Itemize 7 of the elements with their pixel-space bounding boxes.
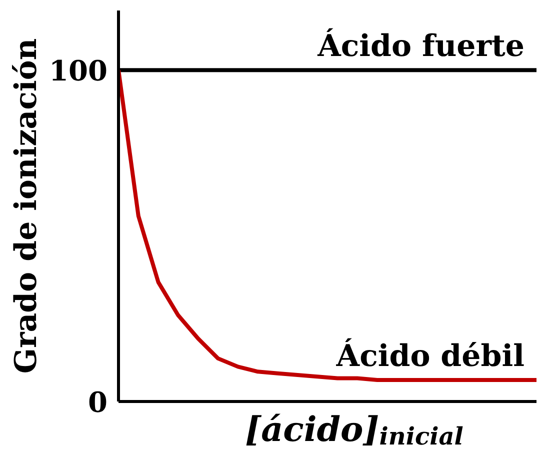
y-tick-label: 100 xyxy=(49,54,108,88)
series-label: Ácido débil xyxy=(335,338,524,374)
line-series xyxy=(118,68,536,382)
x-axis-title: [ácido]$_{inicial}$ xyxy=(245,410,464,450)
y-tick-label: 0 xyxy=(88,386,108,419)
y-axis-title: Grado de ionización xyxy=(9,38,44,374)
series-label: Ácido fuerte xyxy=(316,28,525,64)
